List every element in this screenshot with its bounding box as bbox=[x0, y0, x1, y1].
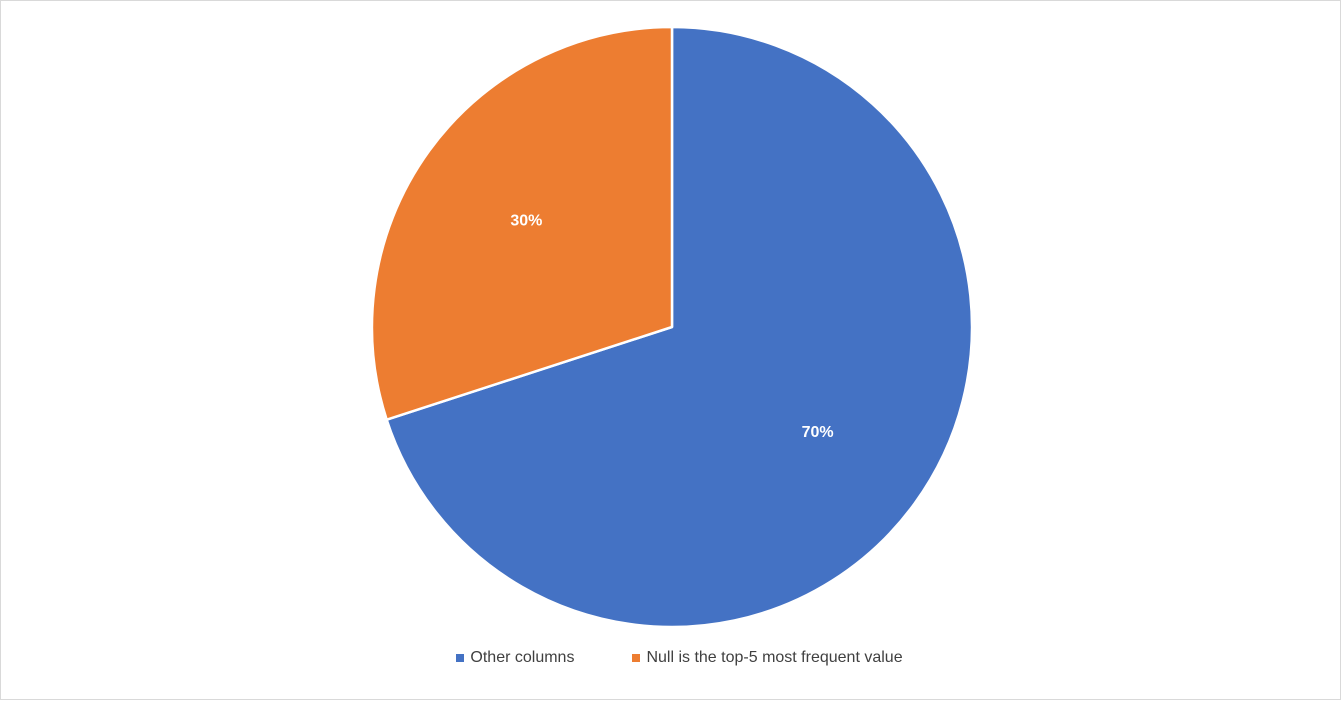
slice-data-label-0: 70% bbox=[802, 424, 834, 441]
pie-slice-1 bbox=[370, 25, 674, 421]
legend-swatch-other-columns bbox=[456, 654, 465, 662]
legend-item-null-top5: Null is the top-5 most frequent value bbox=[632, 649, 903, 667]
legend: Other columns Null is the top-5 most fre… bbox=[1, 647, 1341, 669]
legend-item-other-columns: Other columns bbox=[456, 649, 574, 667]
slice-data-label-1: 30% bbox=[510, 212, 542, 229]
legend-label-other-columns: Other columns bbox=[470, 649, 575, 666]
pie-slice-0 bbox=[385, 25, 974, 629]
legend-label-null-top5: Null is the top-5 most frequent value bbox=[646, 649, 903, 666]
legend-swatch-null-top5 bbox=[632, 654, 641, 662]
